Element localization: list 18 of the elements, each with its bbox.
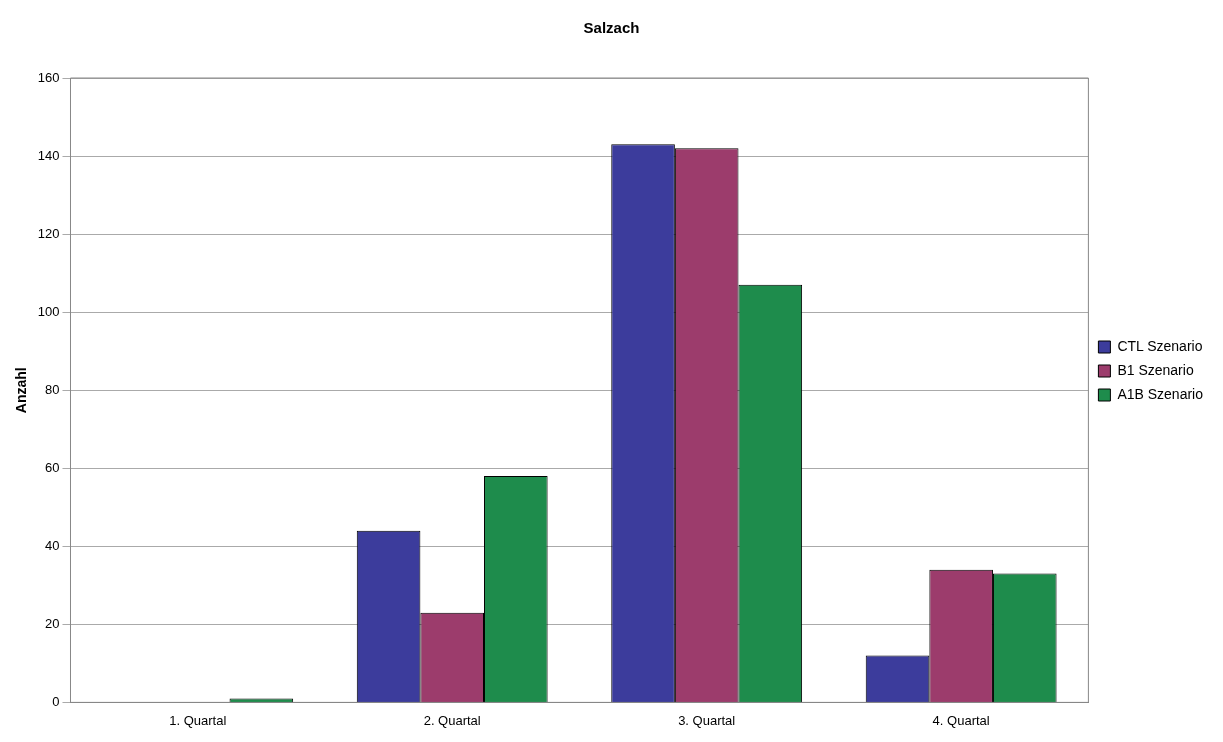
y-tick-label: 80: [45, 381, 60, 397]
y-tick-label: 0: [52, 693, 60, 709]
legend-label: CTL Szenario: [1117, 337, 1203, 354]
y-tick-label: 160: [37, 69, 60, 85]
y-tick-label: 140: [37, 147, 60, 163]
y-tick-label: 120: [37, 225, 60, 241]
y-tick-label: 40: [45, 537, 60, 553]
y-tick-label: 60: [45, 459, 60, 475]
y-tick-label: 100: [37, 303, 60, 319]
x-tick-label: 3. Quartal: [678, 712, 736, 728]
x-tick-label: 4. Quartal: [932, 712, 990, 728]
legend-label: B1 Szenario: [1117, 361, 1194, 378]
x-tick-label: 2. Quartal: [423, 712, 481, 728]
legend-label: A1B Szenario: [1117, 385, 1204, 402]
x-tick-label: 1. Quartal: [169, 712, 227, 728]
chart-title: Salzach: [583, 19, 640, 37]
y-tick-label: 20: [45, 615, 60, 631]
y-axis-title: Anzahl: [13, 367, 30, 414]
